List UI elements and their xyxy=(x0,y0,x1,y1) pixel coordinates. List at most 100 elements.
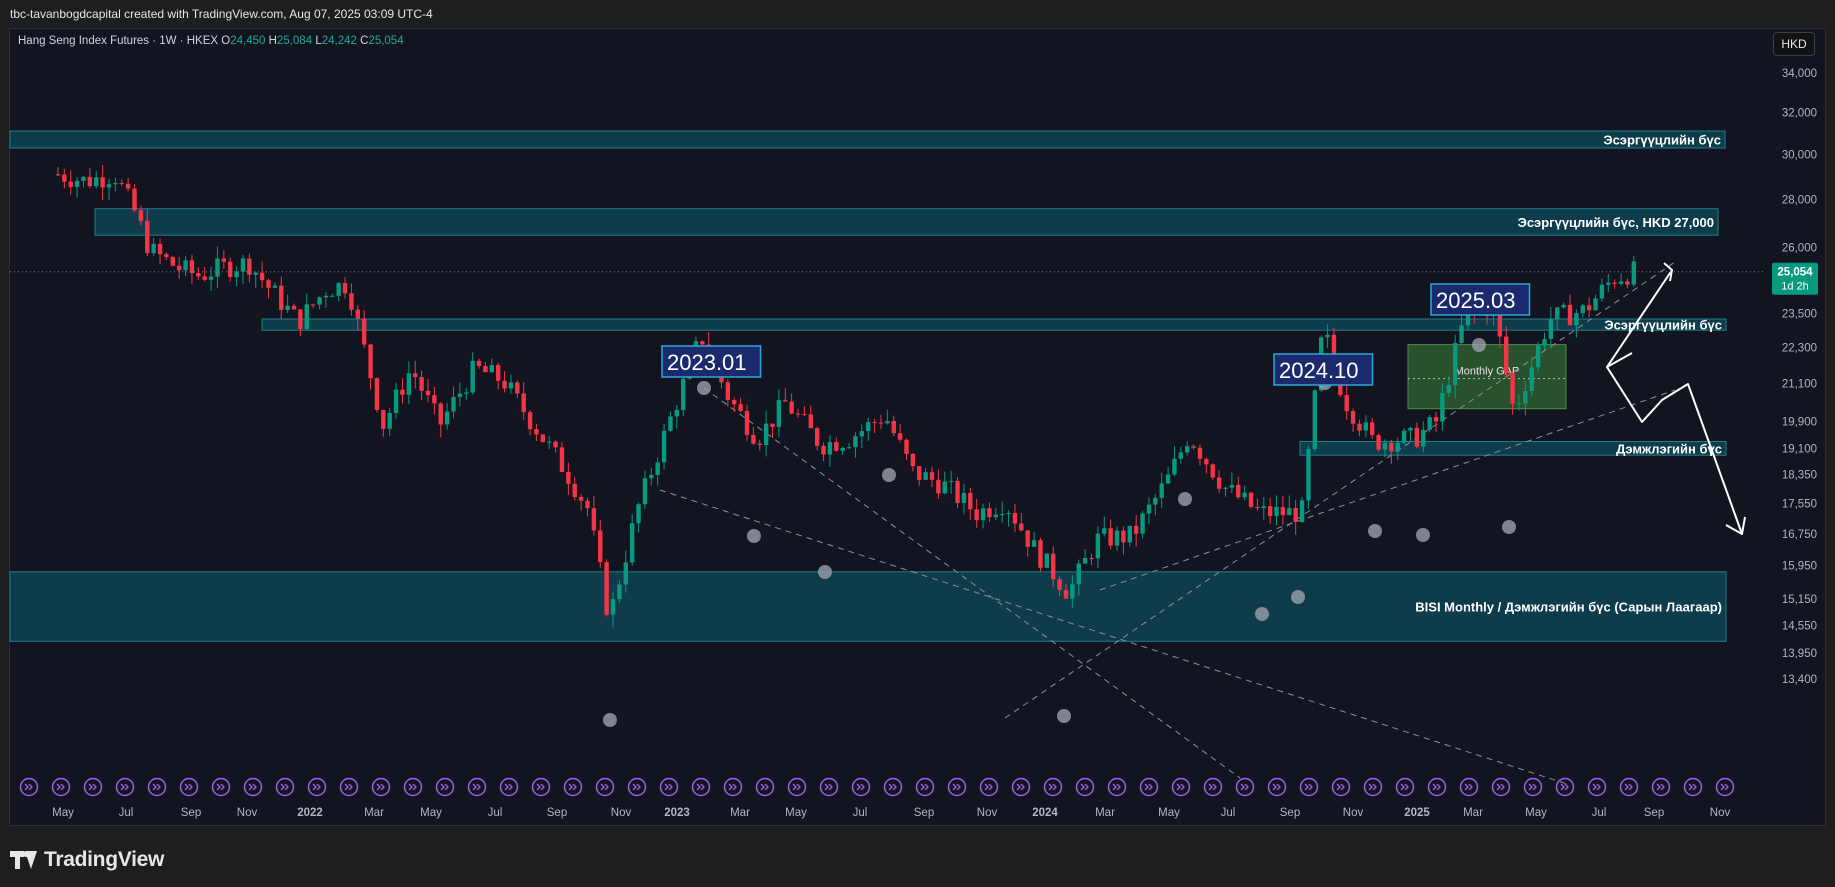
candle-body xyxy=(1395,442,1400,452)
event-marker-icon[interactable] xyxy=(1427,777,1447,797)
event-marker-icon[interactable] xyxy=(83,777,103,797)
event-marker-icon[interactable] xyxy=(947,777,967,797)
event-marker-icon[interactable] xyxy=(1011,777,1031,797)
event-marker-icon[interactable] xyxy=(467,777,487,797)
event-marker-icon[interactable] xyxy=(1075,777,1095,797)
candle-body xyxy=(196,273,201,277)
candle-body xyxy=(221,258,227,262)
event-marker-icon[interactable] xyxy=(147,777,167,797)
event-marker-icon[interactable] xyxy=(627,777,647,797)
event-marker-icon[interactable] xyxy=(1395,777,1415,797)
date-label-box xyxy=(1430,283,1531,316)
candle-body xyxy=(668,416,673,431)
candle-body xyxy=(1459,325,1464,343)
arrow-head xyxy=(1725,516,1746,535)
candle-body xyxy=(808,414,813,429)
event-marker-icon[interactable] xyxy=(1523,777,1543,797)
candle-body xyxy=(1229,484,1235,488)
candle-body xyxy=(598,530,603,563)
event-marker-glyph xyxy=(440,783,449,791)
event-marker-icon[interactable] xyxy=(819,777,839,797)
event-marker-icon[interactable] xyxy=(19,777,39,797)
event-marker-icon[interactable] xyxy=(1043,777,1063,797)
event-marker-icon[interactable] xyxy=(1171,777,1191,797)
event-marker-icon[interactable] xyxy=(1331,777,1351,797)
event-marker-icon[interactable] xyxy=(1555,777,1575,797)
event-marker-icon[interactable] xyxy=(883,777,903,797)
event-marker-icon[interactable] xyxy=(1587,777,1607,797)
candle-body xyxy=(1618,281,1624,284)
event-marker-icon[interactable] xyxy=(1459,777,1479,797)
event-marker-icon[interactable] xyxy=(563,777,583,797)
chart-panel[interactable] xyxy=(9,28,1826,826)
candle-body xyxy=(846,447,852,449)
event-marker-icon[interactable] xyxy=(1299,777,1319,797)
footer-brand: TradingView xyxy=(10,845,164,875)
candle-body xyxy=(1370,422,1375,436)
candle-body xyxy=(1555,307,1560,320)
trendline-1 xyxy=(659,489,1571,786)
event-marker-icon[interactable] xyxy=(1107,777,1127,797)
candle-body xyxy=(999,514,1005,516)
event-marker-icon[interactable] xyxy=(1267,777,1287,797)
candle-body xyxy=(1561,304,1566,308)
event-marker-icon[interactable] xyxy=(51,777,71,797)
event-marker-icon[interactable] xyxy=(275,777,295,797)
event-marker-icon[interactable] xyxy=(435,777,455,797)
event-marker-icon[interactable] xyxy=(1235,777,1255,797)
event-marker-icon[interactable] xyxy=(243,777,263,797)
event-marker-icon[interactable] xyxy=(403,777,423,797)
candle-body xyxy=(738,404,743,411)
event-marker-icon[interactable] xyxy=(979,777,999,797)
event-marker-icon[interactable] xyxy=(307,777,327,797)
trendline-3 xyxy=(1099,389,1676,591)
candle-body xyxy=(521,393,526,413)
event-marker-icon[interactable] xyxy=(1203,777,1223,797)
candle-body xyxy=(1548,319,1554,340)
event-marker-icon[interactable] xyxy=(659,777,679,797)
candle-body xyxy=(1210,464,1215,478)
event-marker-icon[interactable] xyxy=(595,777,615,797)
event-marker-icon[interactable] xyxy=(371,777,391,797)
event-marker-icon[interactable] xyxy=(531,777,551,797)
event-marker-icon[interactable] xyxy=(115,777,135,797)
candle-body xyxy=(1216,477,1222,489)
event-marker-icon[interactable] xyxy=(851,777,871,797)
low-value: 24,242 xyxy=(321,35,357,47)
x-tick-label: Sep xyxy=(914,807,934,819)
event-marker-icon[interactable] xyxy=(1715,777,1735,797)
event-marker-glyph xyxy=(792,783,801,791)
candle-body xyxy=(183,260,188,271)
candle-body xyxy=(508,382,514,389)
event-marker-glyph xyxy=(472,783,481,791)
candle-body xyxy=(993,514,999,518)
event-marker-icon[interactable] xyxy=(339,777,359,797)
event-marker-icon[interactable] xyxy=(211,777,231,797)
event-marker-glyph xyxy=(1048,783,1057,791)
candle-body xyxy=(853,436,858,448)
event-marker-icon[interactable] xyxy=(1619,777,1639,797)
event-marker-icon[interactable] xyxy=(1363,777,1383,797)
event-marker-icon[interactable] xyxy=(787,777,807,797)
event-marker-icon[interactable] xyxy=(1651,777,1671,797)
candle-body xyxy=(1612,282,1617,284)
event-marker-icon[interactable] xyxy=(499,777,519,797)
candle-body xyxy=(202,276,207,280)
currency-button[interactable]: HKD xyxy=(1773,32,1815,56)
event-marker-icon[interactable] xyxy=(179,777,199,797)
event-marker-icon[interactable] xyxy=(723,777,743,797)
event-marker-icon[interactable] xyxy=(1491,777,1511,797)
event-marker-icon[interactable] xyxy=(691,777,711,797)
candle-body xyxy=(814,428,820,446)
y-tick-label: 19,900 xyxy=(1782,417,1817,429)
open-label: O xyxy=(221,35,231,47)
event-marker-icon[interactable] xyxy=(1139,777,1159,797)
event-marker-icon[interactable] xyxy=(755,777,775,797)
candle-body xyxy=(1433,417,1439,422)
candle-body xyxy=(617,584,622,600)
candle-body xyxy=(349,293,354,310)
event-marker-icon[interactable] xyxy=(1683,777,1703,797)
event-marker-icon[interactable] xyxy=(915,777,935,797)
candle-body xyxy=(547,441,552,443)
